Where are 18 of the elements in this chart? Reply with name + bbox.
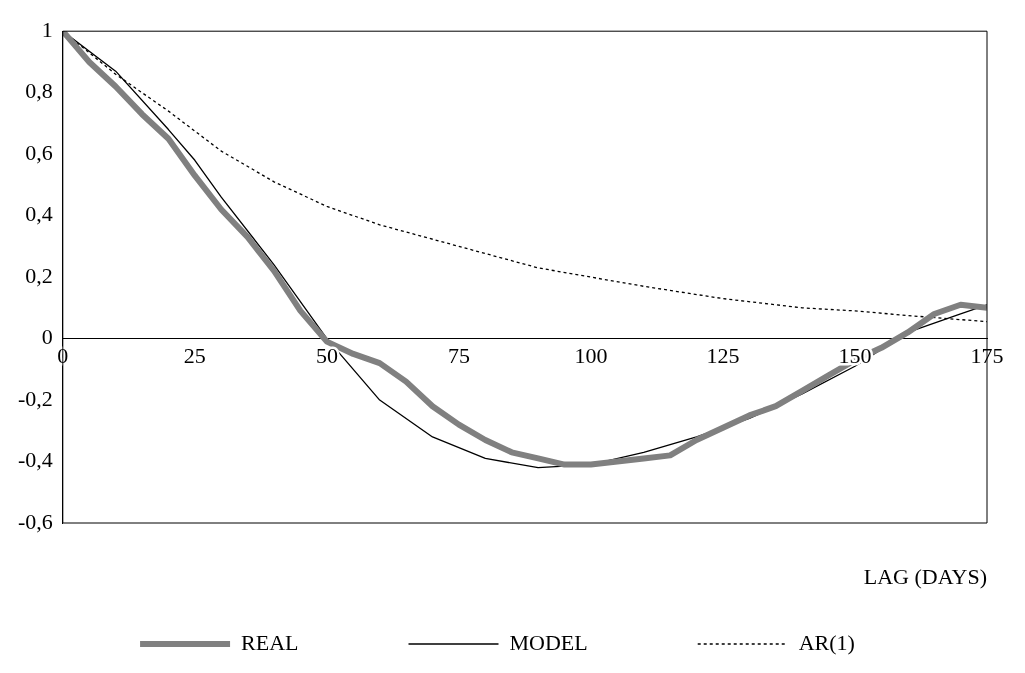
- x-tick-label: 50: [315, 343, 338, 369]
- legend-label: REAL: [241, 629, 299, 655]
- y-tick-label: 0,6: [25, 139, 53, 165]
- x-tick-label: 125: [706, 343, 740, 369]
- x-tick-label: 100: [574, 343, 608, 369]
- x-axis-title: LAG (DAYS): [863, 563, 987, 589]
- y-tick-label: 1: [41, 16, 53, 42]
- y-tick-label: -0,6: [18, 508, 53, 534]
- y-tick-label: 0,4: [25, 201, 53, 227]
- y-tick-label: 0,8: [25, 78, 53, 104]
- y-tick-label: 0,2: [25, 262, 53, 288]
- x-tick-label: 25: [183, 343, 206, 369]
- legend-label: MODEL: [509, 629, 588, 655]
- y-tick-label: -0,4: [18, 447, 53, 473]
- legend-label: AR(1): [798, 629, 855, 655]
- x-tick-label: 75: [447, 343, 470, 369]
- y-tick-label: -0,2: [18, 385, 53, 411]
- y-tick-label: 0: [41, 324, 53, 350]
